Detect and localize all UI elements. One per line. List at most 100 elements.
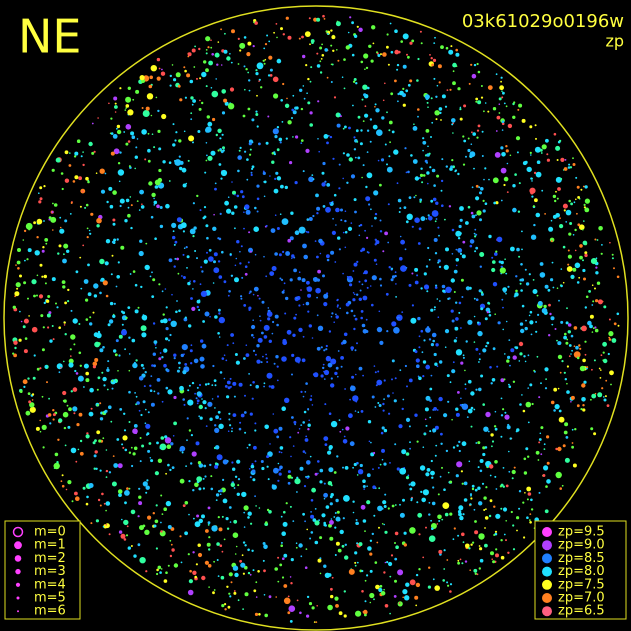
star [516, 247, 520, 252]
star [482, 403, 486, 406]
star [157, 129, 161, 133]
star [332, 217, 334, 220]
star [249, 384, 252, 387]
star [291, 353, 295, 357]
star [355, 82, 358, 85]
star [568, 355, 571, 358]
star [276, 148, 280, 152]
star [557, 387, 560, 390]
star [127, 206, 130, 209]
star [149, 457, 152, 459]
star [582, 259, 584, 262]
star [518, 490, 522, 493]
star [110, 379, 116, 385]
star [264, 613, 269, 618]
star [68, 358, 74, 364]
star [238, 427, 242, 431]
star [539, 148, 543, 152]
star [123, 538, 127, 541]
star [86, 227, 89, 230]
star [461, 403, 469, 410]
star [408, 196, 412, 200]
star [94, 358, 99, 362]
star [39, 197, 43, 201]
star [475, 196, 480, 201]
star [353, 462, 357, 467]
star [616, 275, 620, 279]
star [267, 478, 270, 481]
star [279, 563, 283, 567]
star [593, 359, 596, 362]
star [41, 395, 44, 398]
star [519, 403, 522, 406]
star [179, 445, 186, 452]
star [273, 362, 276, 365]
star [348, 568, 355, 575]
star [410, 154, 413, 157]
star [422, 149, 424, 152]
star [506, 425, 511, 430]
star [62, 399, 65, 402]
star [187, 589, 194, 596]
star [502, 408, 505, 411]
star [317, 138, 319, 140]
star [327, 362, 333, 368]
star [529, 187, 536, 194]
star [188, 324, 192, 328]
star [336, 305, 339, 308]
star [339, 430, 342, 433]
star [576, 281, 580, 284]
star [67, 480, 72, 485]
star [254, 612, 259, 617]
star [221, 515, 224, 518]
star [79, 205, 82, 208]
star [240, 245, 243, 248]
star [533, 370, 536, 373]
star [337, 350, 340, 352]
star [550, 219, 553, 222]
star [31, 393, 35, 396]
star [471, 487, 475, 491]
star [445, 247, 449, 252]
star [61, 187, 64, 191]
star [173, 357, 176, 360]
star [330, 250, 335, 255]
star [428, 216, 433, 221]
star [482, 452, 486, 457]
star [476, 136, 479, 139]
star [173, 243, 176, 246]
star [32, 376, 36, 380]
star [190, 96, 194, 100]
star [507, 355, 511, 359]
star [95, 172, 98, 174]
star [284, 397, 290, 403]
star [300, 142, 303, 145]
star [465, 543, 470, 549]
star [424, 418, 427, 421]
star [285, 251, 290, 256]
star [502, 91, 505, 95]
star [598, 367, 601, 370]
star [449, 590, 452, 593]
star [164, 435, 168, 439]
star [395, 545, 399, 549]
star [282, 250, 285, 253]
star [595, 266, 598, 269]
star [407, 83, 411, 87]
star [584, 340, 587, 343]
star [359, 463, 363, 468]
star [480, 374, 484, 378]
star [161, 356, 164, 359]
star [505, 292, 507, 295]
star [113, 148, 120, 155]
star [304, 452, 307, 454]
star [255, 505, 257, 507]
star [430, 199, 434, 203]
star [261, 331, 264, 335]
star [239, 250, 241, 253]
star [484, 543, 488, 548]
star [332, 49, 335, 52]
star [359, 223, 363, 227]
star [279, 277, 282, 280]
star [602, 351, 605, 354]
